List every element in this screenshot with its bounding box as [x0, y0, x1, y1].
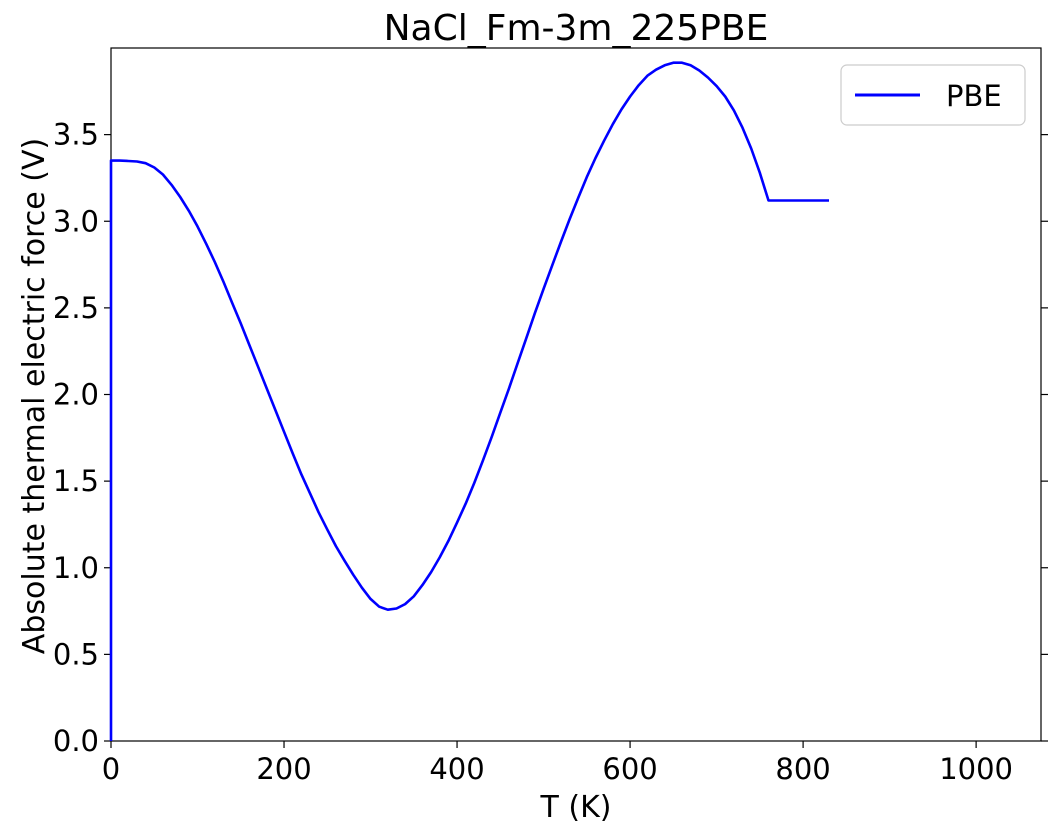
x-axis-label: T (K): [540, 790, 612, 825]
y-tick-label: 2.0: [53, 378, 99, 412]
y-axis-label: Absolute thermal electric force (V): [17, 138, 52, 654]
y-tick-label: 0.0: [53, 724, 99, 758]
legend: PBE: [840, 64, 1026, 126]
x-tick-label: 200: [256, 752, 311, 786]
x-tick-label: 0: [102, 752, 120, 786]
y-tick-label: 1.0: [53, 551, 99, 585]
legend-label-pbe: PBE: [946, 79, 1002, 113]
x-tick-label: 800: [775, 752, 830, 786]
y-tick-label: 2.5: [53, 291, 99, 325]
chart-title: NaCl_Fm-3m_225PBE: [384, 8, 769, 49]
y-tick-label: 3.0: [53, 204, 99, 238]
y-tick-label: 3.5: [53, 118, 99, 152]
legend-box: [840, 64, 1026, 126]
x-tick-label: 400: [429, 752, 484, 786]
x-tick-label: 1000: [939, 752, 1013, 786]
y-tick-label: 0.5: [53, 637, 99, 671]
y-tick-label: 1.5: [53, 464, 99, 498]
series-line-pbe: [109, 61, 829, 741]
x-tick-label: 600: [602, 752, 657, 786]
plot-area: 0 200 400 600 800 1000 0.0 0.5 1.0 1.5 2.0 2.5 3.0 3.…: [53, 47, 1048, 786]
plot-frame: [110, 47, 1042, 742]
